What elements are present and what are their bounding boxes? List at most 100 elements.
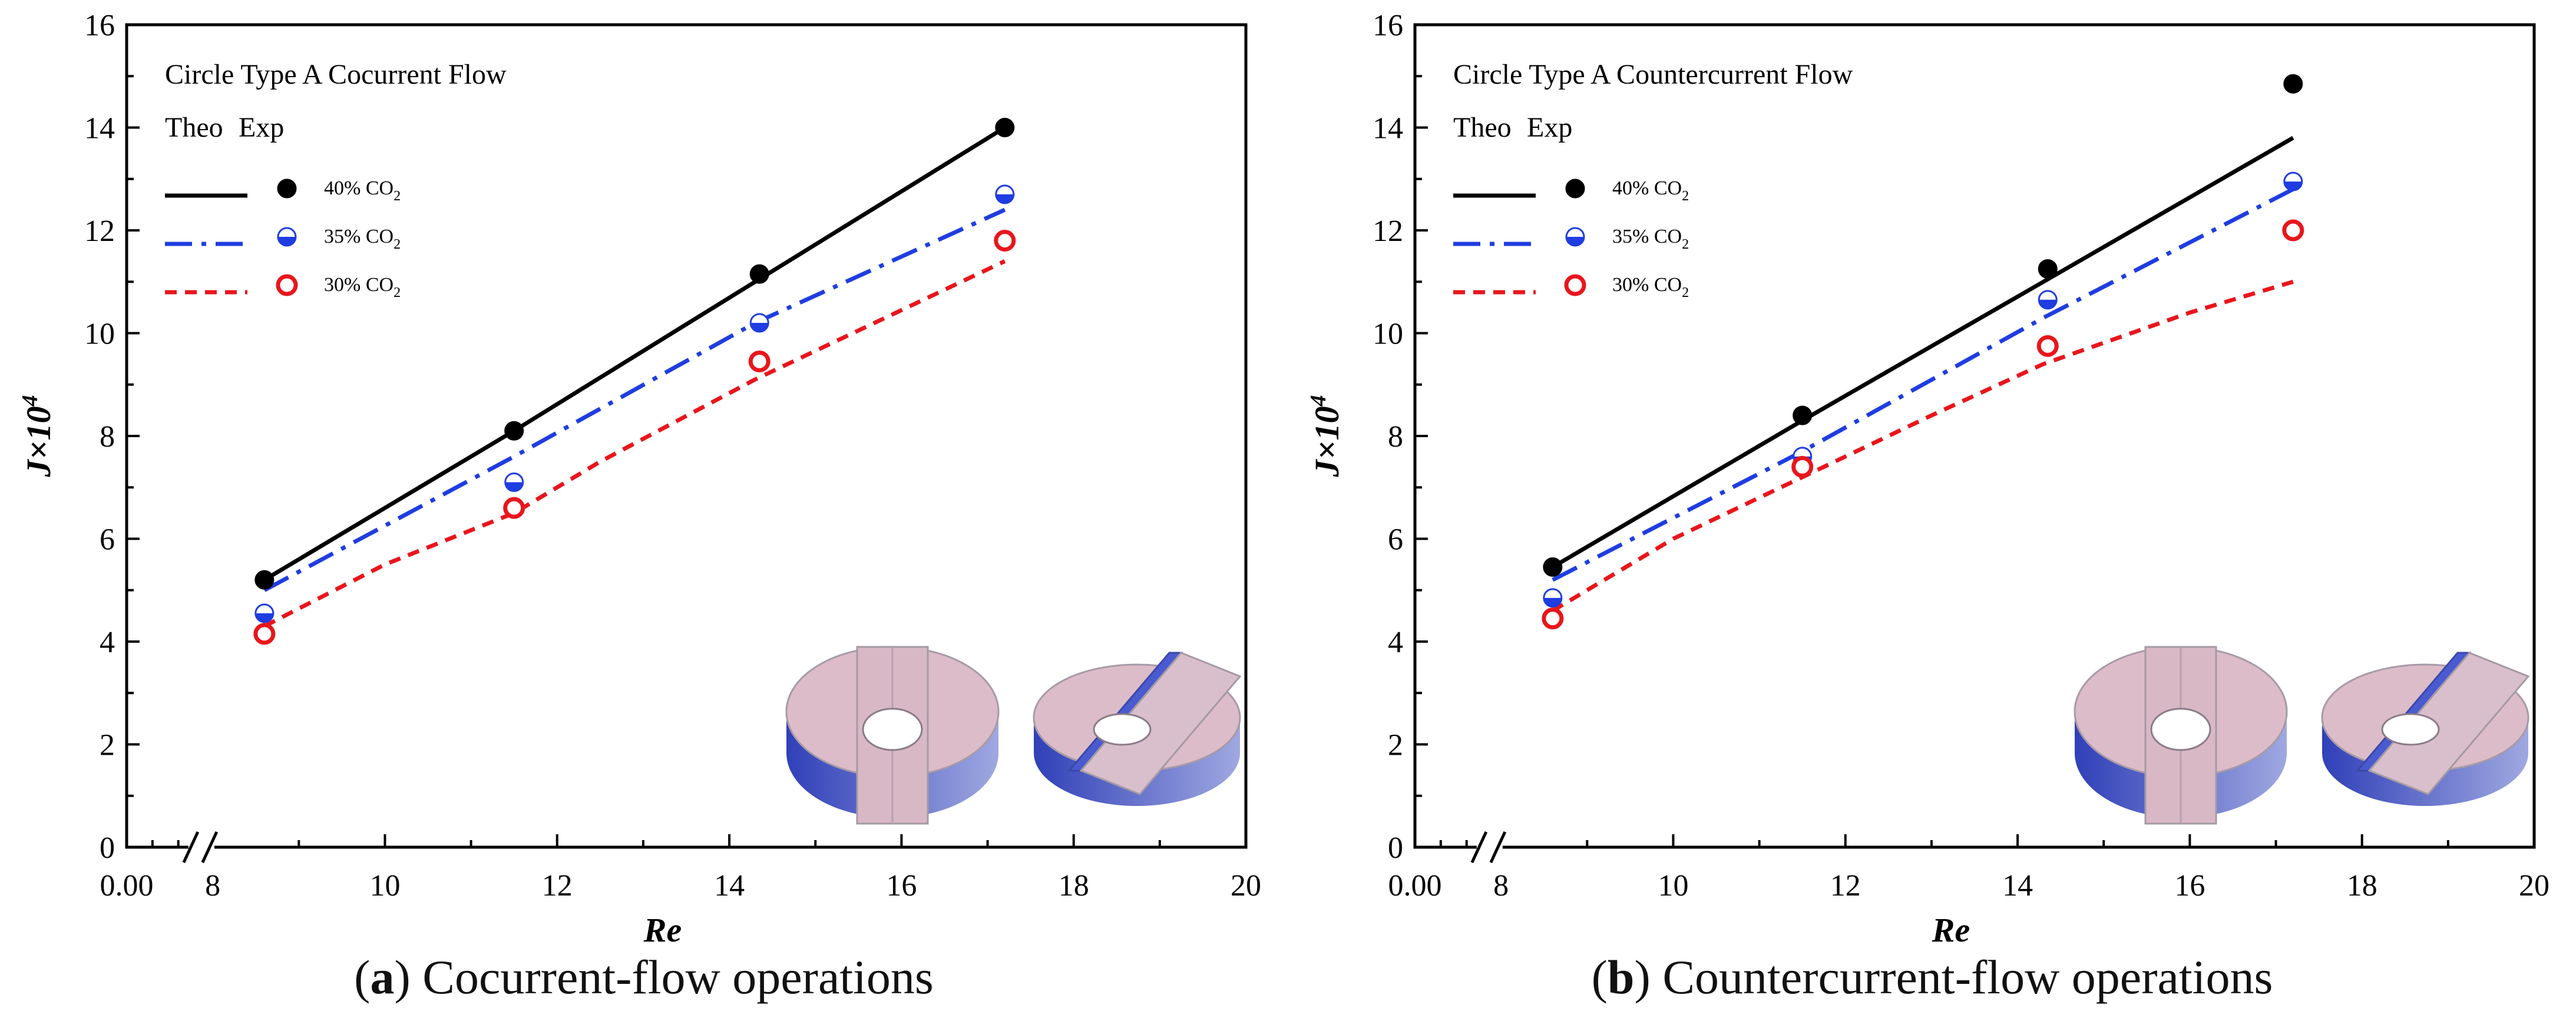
y-axis-label-sup: 4 [1306, 395, 1331, 407]
y-axis-label-sup: 4 [18, 395, 42, 407]
legend-marker-2 [1564, 274, 1586, 296]
axis-break-mark [1470, 831, 1488, 864]
exp-point-0 [254, 570, 275, 590]
x-tick-label: 14 [2002, 869, 2033, 903]
ring-inset-front [785, 646, 1000, 825]
theo-line-1 [263, 207, 1006, 592]
theo-line-2 [1552, 279, 2294, 613]
y-tick-label: 14 [1373, 112, 1403, 146]
exp-point-2 [1542, 607, 1564, 630]
exp-point-0 [749, 264, 769, 284]
axis-break-mark [201, 831, 219, 864]
y-tick-label: 0 [1388, 831, 1403, 865]
legend-header-exp: Exp [1527, 112, 1572, 143]
legend-label-1: 35% CO2 [324, 226, 401, 252]
y-tick-label: 12 [1373, 214, 1403, 248]
exp-point-1 [2283, 171, 2303, 191]
x-tick-label: 20 [2519, 869, 2549, 903]
x-axis-label: Re [1932, 911, 1970, 943]
exp-point-1 [504, 472, 524, 493]
exp-point-0 [504, 421, 524, 441]
y-tick-label: 16 [84, 9, 115, 42]
legend-marker-0 [277, 179, 297, 199]
x-tick-label: 8 [1493, 869, 1509, 903]
exp-point-1 [1543, 588, 1563, 608]
exp-point-0 [2038, 259, 2058, 279]
exp-point-2 [2282, 219, 2304, 242]
caption-b-text: Countercurrent-flow operations [1662, 950, 2273, 1004]
panel-b: 0.00 8 10 12 14 16 18 20 0 2 4 6 8 10 12 14 16 Re J×104 Cir… [1288, 0, 2576, 1021]
exp-point-2 [748, 350, 771, 372]
panel-a: 0.00 8 10 12 14 16 18 20 0 2 4 6 8 10 12 14 16 Re J×104 Cir… [18, 9, 1261, 1004]
y-tick-label: 2 [1388, 729, 1403, 762]
legend-label-2: 30% CO2 [324, 274, 401, 300]
axis-break-mark [1489, 831, 1507, 864]
ring-inset-side [1033, 652, 1242, 806]
exp-point-0 [2283, 74, 2303, 94]
caption-a: (a) Cocurrent-flow operations [354, 950, 934, 1004]
y-tick-label: 10 [84, 318, 115, 351]
y-axis-label: J×104 [18, 395, 58, 477]
y-tick-label: 10 [1373, 318, 1403, 351]
y-tick-label: 0 [100, 831, 115, 865]
y-tick-label: 4 [1388, 626, 1403, 659]
chart-annotation: Circle Type A Cocurrent Flow [165, 59, 507, 90]
exp-point-2 [503, 497, 525, 519]
x-tick-label: 16 [2174, 869, 2205, 903]
x-axis-label: Re [643, 911, 682, 943]
y-tick-label: 6 [1388, 523, 1403, 557]
theo-line-2 [263, 259, 1006, 628]
y-tick-label: 2 [100, 729, 115, 762]
exp-point-0 [1543, 557, 1563, 577]
chart-a: 0.00 8 10 12 14 16 18 20 0 2 4 6 8 10 12 14 16 Re J×104 Cir… [18, 9, 1261, 943]
legend-label-sub-0: 2 [393, 189, 401, 204]
legend-marker-1 [1565, 227, 1585, 247]
exp-point-1 [254, 603, 275, 623]
legend-marker-2 [276, 274, 298, 296]
exp-point-2 [994, 229, 1016, 252]
exp-point-0 [1793, 405, 1813, 425]
legend-label-sub-1: 2 [393, 237, 401, 252]
caption-b: (b) Countercurrent-flow operations [1591, 950, 2273, 1004]
caption-b-letter: b [1607, 950, 1635, 1004]
exp-point-1 [995, 184, 1015, 204]
y-tick-label: 4 [100, 626, 115, 659]
x-tick-label: 0.00 [100, 869, 154, 903]
legend-label-1: 35% CO2 [1612, 226, 1689, 252]
x-tick-label: 16 [886, 869, 917, 903]
chart-annotation: Circle Type A Countercurrent Flow [1453, 59, 1853, 90]
x-tick-label: 20 [1231, 869, 1261, 903]
exp-point-1 [749, 313, 769, 333]
x-tick-label: 10 [1658, 869, 1688, 903]
ring-inset-front [2074, 646, 2288, 825]
theo-line-1 [1552, 187, 2294, 582]
x-tick-label: 0.00 [1388, 869, 1442, 903]
legend-marker-1 [277, 227, 297, 247]
legend-label-0: 40% CO2 [324, 177, 401, 204]
x-tick-label: 12 [542, 869, 573, 903]
y-axis-label: J×104 [1306, 395, 1346, 477]
legend-marker-0 [1565, 179, 1585, 199]
x-tick-label: 18 [2347, 869, 2377, 903]
y-tick-label: 8 [100, 420, 115, 454]
y-tick-label: 16 [1373, 9, 1403, 42]
axis-break-mark [182, 831, 200, 864]
exp-point-0 [995, 118, 1015, 137]
legend-label-sub-0: 2 [1682, 189, 1689, 204]
legend-header-theo: Theo [165, 112, 223, 143]
x-tick-label: 18 [1059, 869, 1089, 903]
chart-b: 0.00 8 10 12 14 16 18 20 0 2 4 6 8 10 12 14 16 Re J×104 Cir… [1306, 9, 2549, 943]
exp-point-2 [2036, 335, 2059, 357]
legend-label-sub-2: 2 [1682, 285, 1689, 300]
x-tick-label: 12 [1830, 869, 1861, 903]
x-tick-label: 8 [205, 869, 220, 903]
y-tick-label: 14 [84, 112, 115, 146]
caption-a-letter: a [370, 950, 395, 1004]
exp-point-2 [253, 623, 276, 645]
theo-line-0 [263, 125, 1006, 582]
exp-point-1 [2038, 290, 2058, 310]
legend-header-exp: Exp [239, 112, 284, 143]
legend-label-2: 30% CO2 [1612, 274, 1689, 300]
legend-header-theo: Theo [1453, 112, 1512, 143]
legend-label-sub-1: 2 [1682, 237, 1689, 252]
